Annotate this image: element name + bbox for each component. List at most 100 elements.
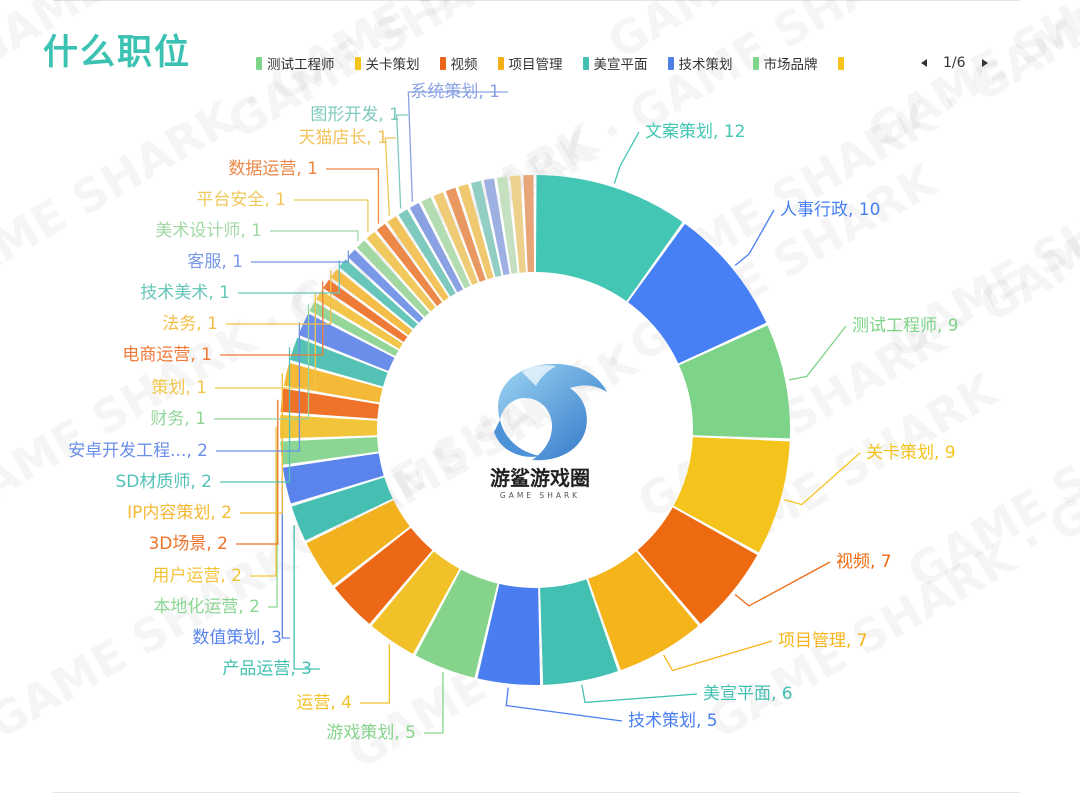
legend-item[interactable]: 项目管理 (497, 53, 563, 73)
pie-slice[interactable] (356, 240, 430, 317)
pie-slice[interactable] (510, 175, 526, 273)
slice-label: 运营, 4 (296, 693, 352, 713)
legend-label: 技术策划 (678, 57, 733, 73)
leader-line (250, 426, 277, 577)
pie-slice[interactable] (496, 176, 518, 274)
legend-pager: 1/6 (921, 53, 988, 73)
legend-item[interactable]: 技术策划 (667, 53, 733, 73)
leader-line (238, 260, 340, 294)
pie-slice[interactable] (483, 178, 510, 276)
pie-slice[interactable] (523, 175, 535, 273)
slice-label: 游戏策划, 5 (326, 723, 416, 743)
legend-item[interactable]: 测试工程师 (256, 53, 335, 73)
pager-prev-icon[interactable] (921, 59, 927, 67)
pie-slice[interactable] (371, 551, 460, 654)
legend-item[interactable]: 视频 (439, 53, 478, 73)
logo-name-en: GAME SHARK (500, 491, 580, 500)
leader-line (662, 640, 773, 672)
slice-label: 产品运营, 3 (222, 659, 312, 679)
pie-slice[interactable] (415, 569, 498, 678)
leader-line (294, 199, 369, 233)
leader-line (734, 561, 831, 607)
pie-slice[interactable] (398, 209, 456, 297)
slice-label: 数据运营, 1 (228, 159, 318, 179)
leader-line (214, 304, 310, 420)
pie-slice[interactable] (282, 453, 384, 504)
legend-label: 关卡策划 (365, 57, 420, 73)
slice-label: 人事行政, 10 (780, 200, 880, 220)
pie-slice[interactable] (316, 290, 403, 350)
pie-slice[interactable] (673, 437, 790, 553)
legend-swatch-icon (497, 56, 504, 70)
leader-line (734, 209, 775, 267)
pie-slice[interactable] (535, 175, 683, 302)
slice-label: 3D场景, 2 (148, 534, 228, 554)
legend-item[interactable]: 美宣平面 (582, 53, 648, 73)
pie-slice[interactable] (323, 279, 408, 343)
leader-line (270, 230, 359, 242)
leader-line (788, 325, 847, 381)
legend-item[interactable]: 关卡策划 (354, 53, 420, 73)
slice-label: 系统策划, 1 (410, 82, 500, 102)
legend-swatch-icon (582, 56, 589, 70)
leader-line (216, 322, 301, 452)
pie-slice[interactable] (280, 414, 378, 439)
pie-slice[interactable] (679, 325, 790, 439)
slice-label: 天猫店长, 1 (298, 128, 388, 148)
slice-label: 文案策划, 12 (645, 122, 745, 142)
slice-label: 用户运营, 2 (152, 566, 242, 586)
slice-label: 策划, 1 (151, 378, 207, 398)
legend-item[interactable] (837, 56, 849, 70)
leader-line (505, 687, 623, 722)
pie-slice[interactable] (291, 477, 393, 541)
pie-slice[interactable] (445, 187, 486, 282)
pie-slice[interactable] (458, 183, 494, 280)
legend-item[interactable]: 市场品牌 (752, 53, 818, 73)
pie-slice[interactable] (334, 527, 433, 624)
pie-slice[interactable] (421, 197, 471, 289)
pie-slice[interactable] (477, 583, 541, 685)
pie-slice[interactable] (471, 180, 502, 278)
pie-slice[interactable] (280, 437, 379, 465)
pie-slice[interactable] (540, 579, 618, 685)
slice-label: 美宣平面, 6 (703, 684, 793, 704)
pie-slice[interactable] (387, 216, 449, 302)
legend-swatch-icon (256, 56, 262, 70)
leader-line (251, 250, 349, 263)
pie-slice[interactable] (330, 269, 413, 336)
slice-label: 本地化运营, 2 (153, 597, 260, 617)
slice-labels: 文案策划, 12 人事行政, 10 测试工程师, 9 关卡策划, 9 视频, 7 项目管理… (68, 82, 958, 743)
pie-slice[interactable] (289, 337, 388, 387)
pie-slice[interactable] (627, 223, 767, 364)
pie-slice[interactable] (366, 231, 436, 312)
pie-slice[interactable] (309, 301, 399, 357)
pie-slice[interactable] (347, 249, 424, 323)
pie-slice[interactable] (588, 551, 699, 671)
pie-slice[interactable] (376, 223, 443, 307)
page-title: 什么职位 (43, 33, 192, 73)
pie-slice[interactable] (433, 192, 478, 286)
slice-label: IP内容策划, 2 (127, 503, 232, 523)
slice-label: 数值策划, 3 (192, 628, 282, 648)
legend-label: 市场品牌 (763, 57, 818, 73)
pie-slice[interactable] (637, 507, 758, 624)
pie-slice[interactable] (338, 259, 418, 329)
pager-next-icon[interactable] (981, 59, 988, 67)
leader-line (581, 684, 698, 704)
logo-name-cn: 游鲨游戏圈 (490, 466, 590, 490)
slice-label: 法务, 1 (162, 314, 218, 334)
pie-slice[interactable] (280, 388, 380, 419)
legend-swatch-icon (667, 56, 674, 70)
label-leader-lines (214, 91, 861, 734)
pie-slice[interactable] (409, 203, 463, 293)
bottom-divider (53, 792, 1020, 793)
legend-swatch-icon (752, 56, 759, 70)
slice-label: 测试工程师, 9 (852, 316, 959, 336)
legend-label: 视频 (450, 57, 478, 73)
top-divider (53, 0, 1020, 1)
leader-line (360, 644, 391, 704)
slice-label: 财务, 1 (150, 409, 206, 429)
pie-slice[interactable] (306, 500, 410, 586)
slice-label: 客服, 1 (187, 252, 243, 272)
